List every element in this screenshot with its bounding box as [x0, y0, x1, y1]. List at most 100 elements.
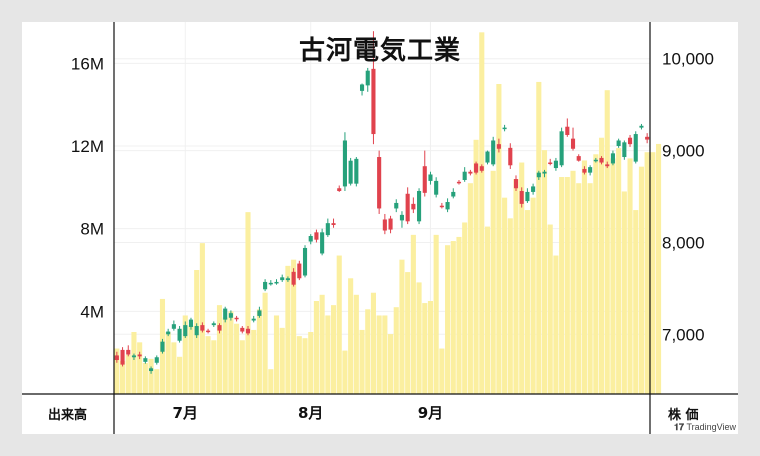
candle-body — [314, 232, 319, 240]
candle-body — [633, 134, 638, 162]
candle-body — [149, 368, 154, 372]
volume-bar — [165, 332, 171, 394]
volume-bar — [205, 336, 211, 394]
candle-body — [622, 142, 627, 158]
volume-bar — [484, 226, 491, 394]
candle-body — [331, 223, 336, 225]
tradingview-watermark: 𝟏𝟕 TradingView — [674, 422, 736, 433]
volume-bar — [137, 342, 143, 394]
candle-body — [302, 247, 308, 276]
tradingview-logo-icon: 𝟏𝟕 — [673, 422, 687, 432]
candle-body — [354, 158, 359, 184]
volume-bar — [507, 218, 513, 394]
candle-body — [405, 193, 410, 222]
chart-title: 古河電気工業 — [298, 36, 461, 66]
candle-body — [263, 281, 268, 290]
candle-body — [605, 164, 610, 167]
volume-bar — [570, 170, 576, 394]
x-tick-label: 9月 — [418, 404, 443, 422]
volume-bar — [142, 363, 148, 394]
candle-body — [245, 328, 251, 334]
volume-bar — [439, 348, 445, 394]
candle-body — [268, 282, 273, 285]
candle-body — [610, 153, 615, 164]
candle-body — [382, 219, 387, 231]
candle-body — [194, 326, 199, 336]
candle-body — [439, 205, 444, 208]
volume-bar — [405, 272, 411, 394]
candle-body — [200, 325, 205, 331]
candle-body — [639, 125, 644, 128]
volume-bar — [473, 139, 479, 394]
volume-bar — [650, 152, 656, 394]
candle-body — [645, 136, 650, 140]
candle-body — [479, 166, 484, 171]
candle-body — [445, 202, 450, 210]
volume-bar — [422, 303, 428, 394]
price-tick-label: 10,000 — [662, 50, 714, 69]
volume-bar — [319, 294, 325, 394]
candle-body — [496, 144, 501, 149]
volume-bar — [627, 158, 633, 394]
candle-body — [593, 159, 598, 162]
candle-body — [559, 131, 564, 166]
candle-body — [582, 168, 587, 173]
volume-bar — [148, 358, 154, 394]
candle-body — [234, 317, 239, 320]
volume-bars — [114, 32, 662, 394]
candle-body — [228, 313, 233, 318]
volume-tick-label: 16M — [71, 54, 104, 73]
candle-body — [371, 68, 376, 135]
candle-body — [428, 174, 433, 181]
volume-bar — [365, 309, 371, 394]
volume-bar — [256, 309, 262, 394]
volume-bar — [131, 332, 137, 394]
volume-bar — [296, 336, 302, 394]
candle-body — [120, 349, 125, 365]
volume-bar — [547, 224, 553, 394]
price-tick-label: 8,000 — [662, 233, 705, 252]
candle-body — [411, 203, 416, 210]
candle-body — [166, 331, 171, 335]
volume-bar — [610, 158, 616, 394]
candle-body — [291, 271, 296, 285]
candle-body — [422, 166, 427, 193]
candle-body — [451, 191, 456, 197]
volume-bar — [536, 81, 542, 394]
axis-labels: 4M 8M 12M 16M 7,000 8,000 9,000 10,000 7月 8月 9月 — [71, 50, 714, 422]
volume-bar — [633, 210, 639, 394]
candle-body — [513, 179, 519, 189]
volume-bar — [524, 210, 530, 394]
volume-bar — [593, 154, 599, 394]
candle-body — [525, 191, 530, 202]
candle-body — [240, 327, 245, 332]
candle-body — [570, 138, 576, 149]
price-tick-label: 7,000 — [662, 325, 705, 344]
candle-body — [217, 325, 222, 331]
volume-bar — [211, 340, 217, 394]
volume-bar — [564, 177, 570, 394]
volume-bar — [598, 137, 605, 394]
candle-body — [456, 181, 462, 184]
volume-bar — [154, 369, 160, 394]
candle-body — [143, 358, 148, 362]
volume-bar — [576, 183, 582, 394]
volume-bar — [638, 166, 644, 394]
volume-bar — [541, 150, 548, 394]
candle-body — [519, 191, 524, 204]
volume-tick-label: 4M — [80, 302, 104, 321]
volume-bar — [410, 234, 416, 394]
volume-bar — [313, 301, 319, 394]
volume-bar — [291, 259, 297, 394]
candle-body — [160, 341, 165, 352]
candle-body — [502, 127, 507, 130]
volume-bar — [416, 282, 422, 394]
volume-bar — [644, 152, 650, 394]
candle-body — [599, 157, 604, 163]
candle-body — [485, 151, 490, 163]
candle-body — [206, 330, 211, 333]
volume-axis-title: 出来高 — [48, 408, 88, 423]
volume-bar — [268, 369, 274, 394]
candle-body — [325, 223, 330, 236]
volume-bar — [262, 292, 268, 394]
